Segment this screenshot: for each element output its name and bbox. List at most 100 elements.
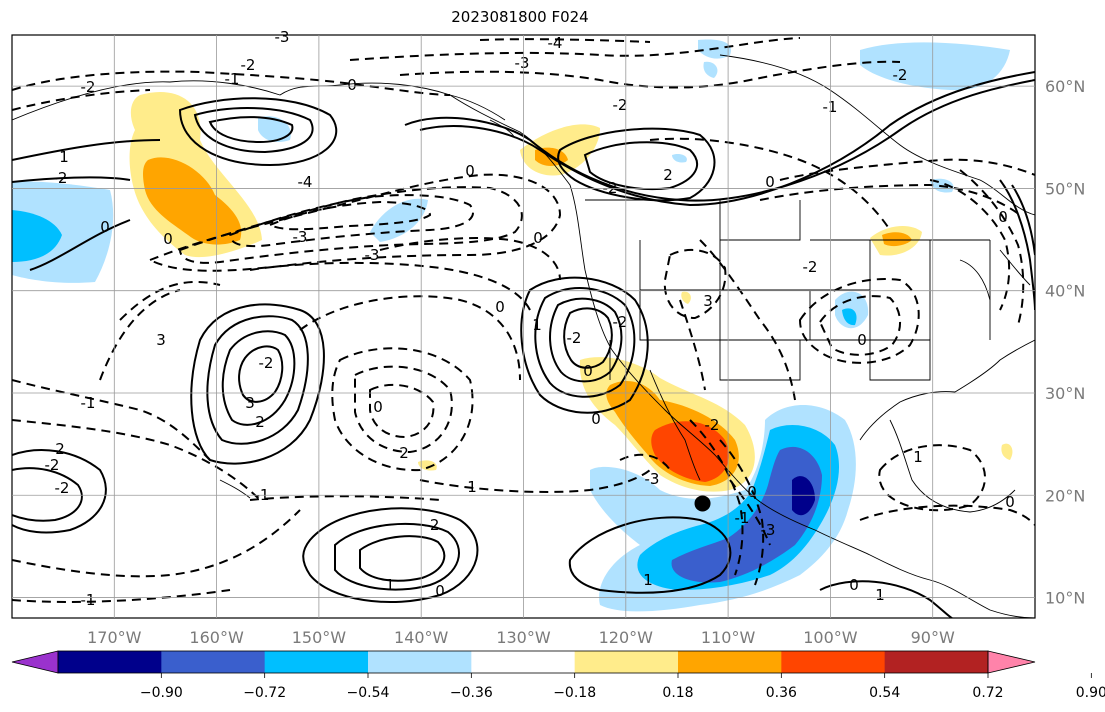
negative-shading [370,198,428,242]
negative-contour [818,295,901,356]
longitude-label: 120°W [599,628,654,647]
coastline [859,339,1035,441]
contour-value-label: -1 [735,509,750,527]
positive-contour [557,127,716,202]
colorbar-segment [574,651,679,673]
negative-contour [249,261,531,311]
positive-contour [206,315,309,445]
state-border [870,239,991,340]
longitude-labels: 170°W 160°W 150°W 140°W 130°W 120°W 110°W 100°W… [87,628,955,647]
contour-value-label: -2 [259,354,274,372]
colorbar-tick-label: −0.18 [553,685,596,701]
positive-contour [404,79,1035,202]
map-title: 2023081800 F024 [451,8,589,26]
shaded-field [12,39,1013,612]
colorbar-segment [368,651,472,673]
contour-value-label: 2 [255,413,265,431]
contour-value-label: 0 [857,331,867,349]
positive-contour [12,467,83,522]
contour-labels: -3 -4-3-20-1-201-10-2 -4 0-3-203-202-20-301… [45,28,1015,609]
negative-contour [12,70,451,96]
colorbar-tick-label: 0.36 [766,685,797,701]
colorbar-tick-label: 0.18 [662,685,693,701]
colorbar-extend-min [11,650,59,674]
negative-contour [119,280,221,321]
contour-value-label: 2 [399,444,409,462]
longitude-label: 100°W [803,628,858,647]
negative-contour [719,439,765,586]
negative-contour [798,278,920,364]
contour-value-label: 1 [913,448,923,466]
colorbar-tick-label: −0.72 [243,685,286,701]
negative-contour [12,379,211,461]
negative-shading [258,116,291,142]
negative-shading [672,153,687,163]
contour-value-label: -2 [613,313,628,331]
contour-value-label: 2 [55,440,65,458]
colorbar-segment [161,651,266,673]
gridlines [12,35,1035,618]
longitude-label: 170°W [87,628,142,647]
contour-value-label: 0 [435,582,445,600]
negative-contour [729,479,771,546]
negative-contour [12,509,301,578]
contour-value-label: -2 [893,66,908,84]
negative-contour [354,365,453,454]
negative-contour [12,89,151,111]
contour-value-label: -3 [515,54,530,72]
contours [12,37,1035,618]
storm-center-marker [694,495,711,512]
contour-value-label: 0 [998,208,1008,226]
negative-contour [859,504,1035,526]
positive-contour [334,522,460,591]
contour-value-label: 1 [875,586,885,604]
contour-value-label: 2 [663,166,673,184]
positive-shading [418,460,437,471]
negative-shading [671,446,822,583]
negative-contour [369,383,435,439]
contour-value-label: -4 [298,173,313,191]
negative-contour [249,495,441,501]
contour-value-label: 3 [703,292,713,310]
colorbar-segment [678,651,782,673]
positive-contour [208,116,294,144]
contour-value-label: 1 [643,571,653,589]
contour-value-label: -2 [803,258,818,276]
positive-shading [1001,443,1013,460]
longitude-label: 160°W [189,628,244,647]
colorbar-tick-label: 0.72 [972,685,1003,701]
longitude-label: 90°W [911,628,955,647]
colorbar-tick-label: 0.90 [1076,685,1105,701]
negative-shading [842,308,857,326]
colorbar-labels: −0.90 −0.72 −0.54 −0.36 −0.18 0.18 0.36 0.54 0.7… [140,673,1105,701]
coastline [889,419,1016,513]
positive-contour [190,303,325,465]
coastline [219,479,251,499]
negative-contour [679,299,706,391]
contour-value-label: -2 [705,416,720,434]
positive-contour [568,516,732,594]
negative-contour [99,289,181,381]
contour-value-label: -2 [241,56,256,74]
contour-value-label: 0 [373,398,383,416]
contour-value-label: 0 [747,483,757,501]
state-border [585,199,931,381]
positive-contour [238,345,284,403]
contour-value-label: 1 [467,478,477,496]
latitude-label: 30°N [1045,384,1085,403]
positive-contour [221,330,296,426]
positive-contour [1011,184,1035,256]
positive-contour [193,107,314,154]
contour-value-label: 0 [495,298,505,316]
positive-shading [651,421,729,482]
negative-contour [267,200,432,231]
coastline [649,369,701,481]
colorbar-segment [884,651,989,673]
positive-contour [520,276,649,414]
contour-value-label: -3 [365,246,380,264]
longitude-label: 110°W [701,628,756,647]
contour-value-label: -3 [293,228,308,246]
contour-value-label: -2 [603,179,618,197]
negative-contour [12,589,231,603]
negative-contour [663,248,727,320]
